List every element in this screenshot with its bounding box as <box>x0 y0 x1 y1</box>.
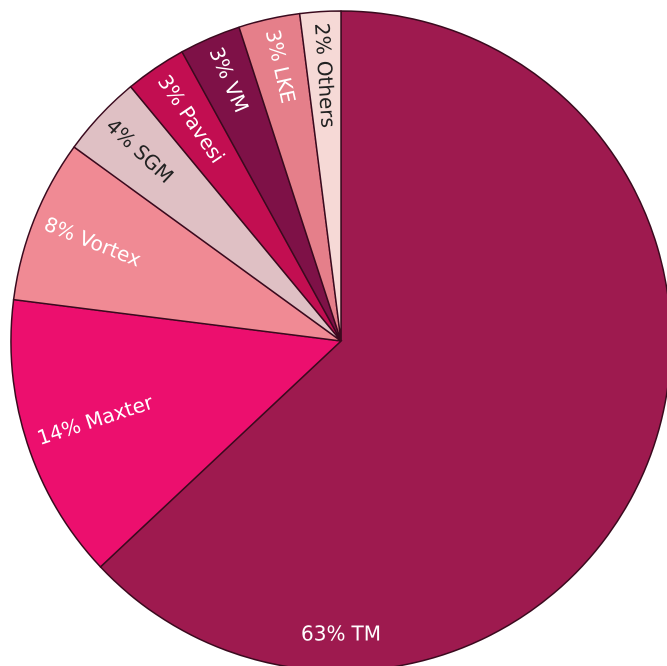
pie-slice <box>99 10 667 666</box>
slice-category-label: TM <box>350 621 380 645</box>
slice-value-label: 63% <box>301 621 345 645</box>
pie-slice <box>12 145 342 342</box>
slice-value-label: 2% <box>311 22 337 55</box>
slice-label: 63% TM <box>301 621 381 645</box>
pie-slice <box>298 10 342 342</box>
slice-label: 2% Others <box>311 22 342 128</box>
pie-slice <box>10 298 343 568</box>
slice-category-label: Others <box>313 60 341 129</box>
